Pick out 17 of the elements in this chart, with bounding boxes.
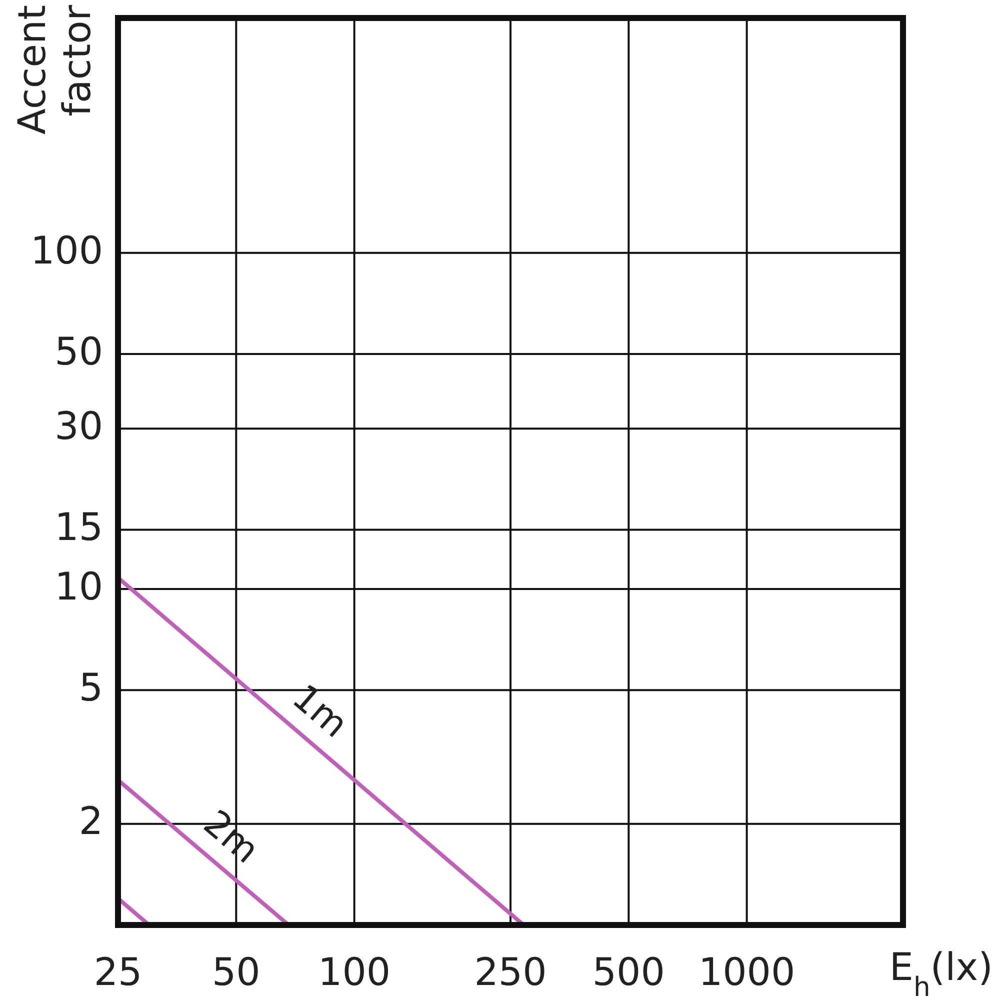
x-tick-label: 500	[592, 950, 665, 994]
y-axis-title: Accent factor	[10, 4, 99, 134]
y-tick-label: 5	[78, 666, 103, 710]
y-tick-label: 50	[54, 329, 103, 374]
x-tick-label: 50	[212, 950, 260, 994]
y-tick-label: 2	[78, 799, 103, 844]
y-tick-label: 15	[54, 505, 103, 550]
y-tick-label: 100	[30, 228, 103, 272]
x-tick-label: 100	[318, 950, 391, 994]
x-tick-label: 25	[94, 950, 142, 994]
y-tick-label: 10	[54, 564, 103, 608]
x-tick-label: 250	[474, 950, 547, 994]
text: 2m	[196, 802, 266, 872]
text: 1m	[284, 677, 356, 746]
x-axis-title: E$_{h}$(lx)	[889, 945, 993, 1000]
y-tick-label: 30	[54, 404, 103, 448]
x-tick-label: 1000	[698, 950, 796, 994]
